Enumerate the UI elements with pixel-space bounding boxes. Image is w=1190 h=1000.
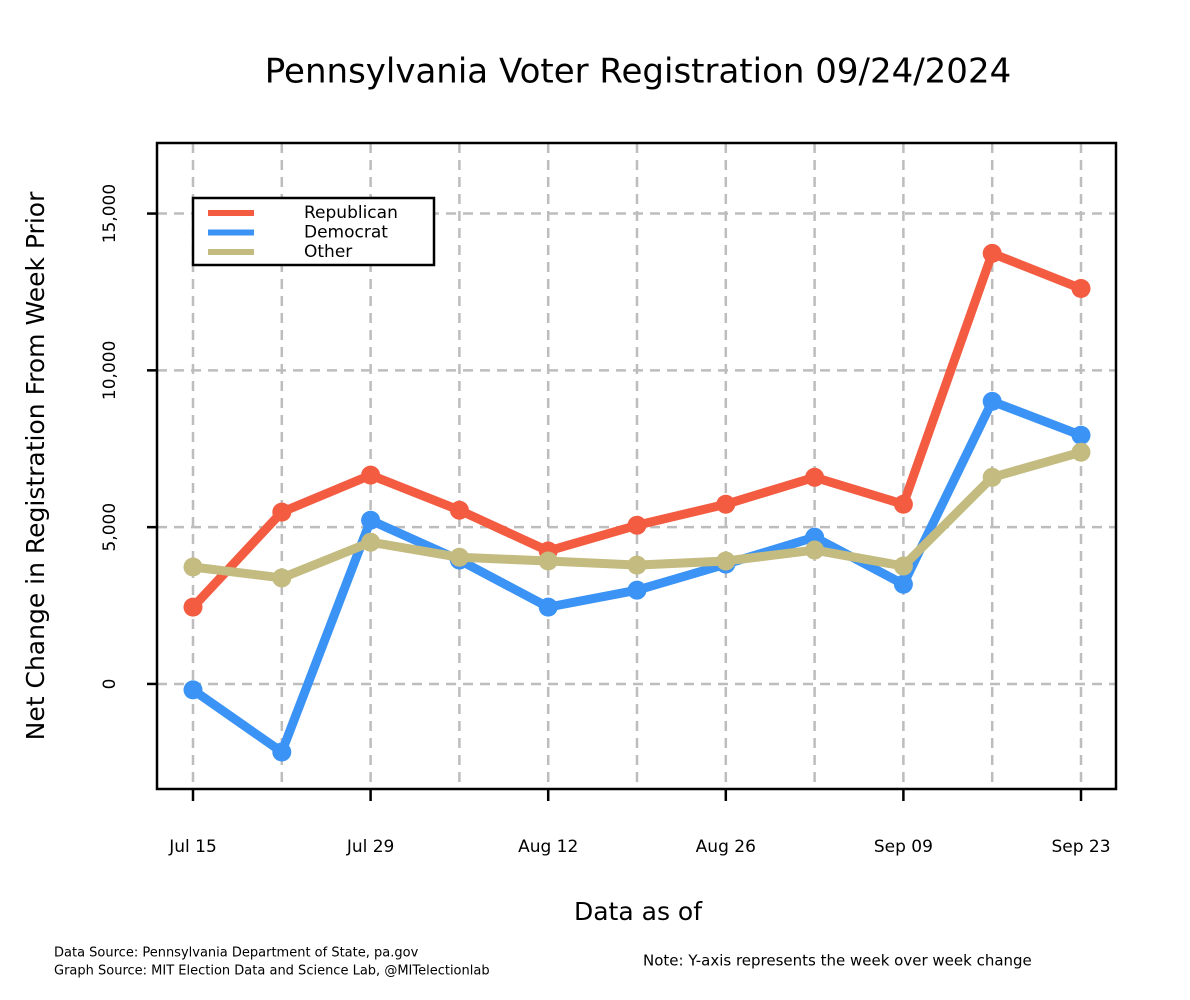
data-point xyxy=(1071,279,1091,299)
data-point xyxy=(361,532,381,552)
y-axis-label: Net Change in Registration From Week Pri… xyxy=(21,191,50,740)
data-point xyxy=(982,243,1002,263)
data-point xyxy=(1071,425,1091,445)
data-point xyxy=(538,597,558,617)
data-point xyxy=(716,494,736,514)
y-tick-label: 5,000 xyxy=(100,503,120,552)
legend-label: Republican xyxy=(304,203,398,223)
source-note: Graph Source: MIT Election Data and Scie… xyxy=(54,964,490,979)
data-point xyxy=(272,742,292,762)
y-tick-label: 0 xyxy=(100,679,120,690)
data-point xyxy=(183,680,203,700)
x-tick-label: Aug 26 xyxy=(696,837,756,857)
data-point xyxy=(893,574,913,594)
data-point xyxy=(627,555,647,575)
y-tick-label: 15,000 xyxy=(100,184,120,243)
data-point xyxy=(449,500,469,520)
data-point xyxy=(805,540,825,560)
data-point xyxy=(805,467,825,487)
data-point xyxy=(272,568,292,588)
source-note: Data Source: Pennsylvania Department of … xyxy=(54,946,419,961)
x-tick-label: Sep 09 xyxy=(874,837,933,857)
legend-label: Democrat xyxy=(304,223,388,243)
x-axis-label: Data as of xyxy=(574,897,703,926)
footnote: Note: Y-axis represents the week over we… xyxy=(643,952,1032,970)
data-point xyxy=(627,580,647,600)
data-point xyxy=(361,510,381,530)
data-point xyxy=(272,502,292,522)
data-point xyxy=(361,465,381,485)
data-point xyxy=(1071,442,1091,462)
data-point xyxy=(627,515,647,535)
data-point xyxy=(716,551,736,571)
data-point xyxy=(982,391,1002,411)
x-tick-label: Jul 29 xyxy=(346,837,395,857)
chart-title: Pennsylvania Voter Registration 09/24/20… xyxy=(265,52,1011,92)
plot-frame xyxy=(155,141,1118,791)
data-point xyxy=(982,467,1002,487)
data-point xyxy=(538,551,558,571)
data-point xyxy=(183,597,203,617)
data-point xyxy=(893,556,913,576)
y-tick-label: 10,000 xyxy=(100,341,120,400)
data-point xyxy=(893,494,913,514)
data-point xyxy=(449,547,469,567)
x-tick-label: Jul 15 xyxy=(168,837,217,857)
data-point xyxy=(183,557,203,577)
x-tick-label: Aug 12 xyxy=(518,837,578,857)
legend-label: Other xyxy=(304,242,352,262)
x-tick-label: Sep 23 xyxy=(1051,837,1110,857)
